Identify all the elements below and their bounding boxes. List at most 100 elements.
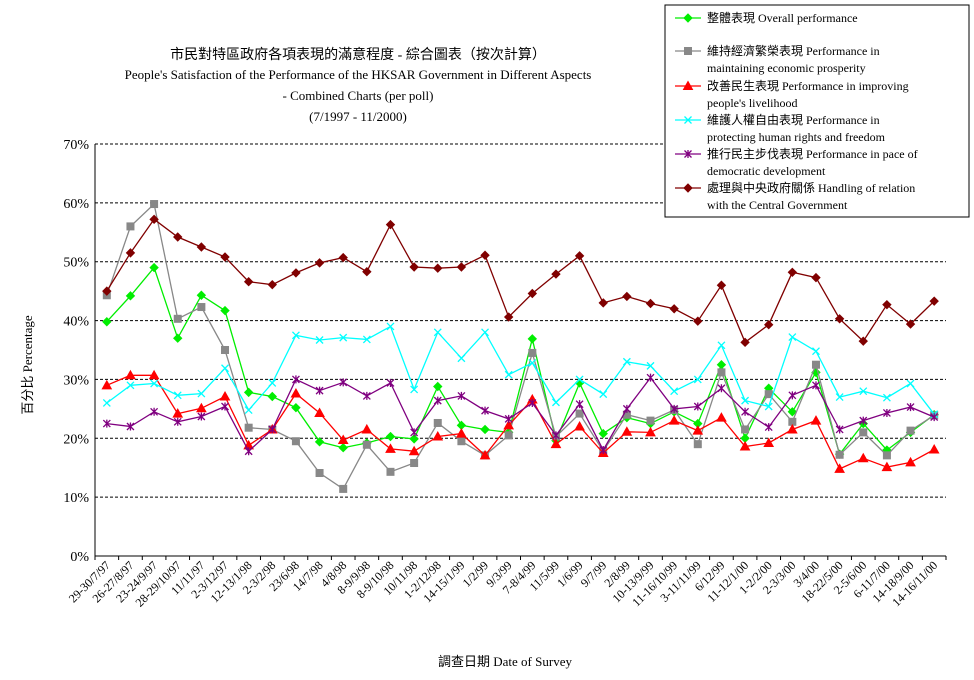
data-point [173, 314, 182, 323]
data-point [788, 391, 797, 400]
data-point [741, 396, 750, 405]
data-point [149, 262, 159, 273]
data-point [385, 431, 396, 442]
legend-label: 維護人權自由表現 Performance in [707, 112, 880, 127]
data-point [693, 440, 702, 449]
legend-label: 改善民生表現 Performance in improving [707, 78, 909, 93]
data-point [503, 312, 514, 322]
data-point [693, 316, 703, 326]
data-point [125, 248, 136, 258]
data-point [906, 379, 915, 388]
data-point [646, 416, 655, 425]
data-point [433, 418, 442, 427]
data-point [684, 116, 692, 124]
data-point [362, 267, 372, 277]
data-point [315, 336, 324, 344]
data-point [338, 252, 348, 263]
legend-item: 整體表現 Overall performance [675, 10, 858, 25]
data-point [646, 373, 655, 382]
data-point [764, 390, 773, 399]
data-point [126, 222, 135, 231]
data-point [810, 415, 822, 425]
data-point [857, 452, 869, 463]
data-point [693, 375, 702, 384]
y-tick-label: 10% [63, 491, 89, 506]
data-point [126, 381, 135, 390]
data-point [929, 296, 939, 306]
data-point [763, 437, 775, 447]
data-point [835, 450, 844, 459]
data-point [457, 437, 466, 446]
data-point [882, 451, 891, 460]
chart-title: 市民對特區政府各項表現的滿意程度 - 綜合圖表（按次計算） People's S… [125, 46, 592, 124]
data-point [599, 446, 608, 455]
data-point [268, 425, 277, 434]
data-point [683, 183, 693, 193]
data-point [291, 375, 300, 384]
data-point [503, 419, 515, 430]
legend-item: 改善民生表現 Performance in improving people's … [675, 78, 909, 110]
data-point [858, 336, 868, 346]
y-tick-label: 0% [70, 550, 89, 565]
data-point [646, 361, 655, 370]
chart-title-line-2: People's Satisfaction of the Performance… [125, 67, 592, 82]
y-tick-label: 50% [63, 256, 89, 271]
data-point [551, 269, 561, 279]
data-point [221, 402, 229, 411]
x-tick-label: 1/6/99 [554, 558, 586, 590]
data-point [741, 407, 750, 416]
data-point [457, 354, 466, 363]
data-point [221, 364, 229, 373]
y-tick-label: 30% [63, 373, 89, 388]
data-point [457, 391, 466, 400]
data-point [670, 404, 679, 413]
chart-title-line-4: (7/1997 - 11/2000) [309, 109, 407, 124]
data-point [575, 400, 584, 409]
data-point [362, 440, 371, 449]
data-point [102, 419, 111, 428]
data-point [764, 319, 774, 330]
legend-label: people's livelihood [707, 96, 797, 110]
data-point [315, 386, 324, 395]
data-point [835, 393, 844, 402]
data-point [314, 407, 325, 417]
x-axis-label: 調查日期 Date of Survey [438, 654, 572, 669]
data-point [243, 277, 254, 287]
data-point [267, 391, 277, 402]
data-point [339, 333, 348, 342]
data-point [716, 412, 727, 422]
legend-label: protecting human rights and freedom [707, 130, 886, 144]
data-point [196, 290, 207, 300]
data-point [385, 219, 396, 230]
data-point [599, 390, 608, 399]
data-point [339, 378, 348, 387]
chart-title-line-3: - Combined Charts (per poll) [283, 88, 434, 103]
data-point [717, 368, 726, 377]
data-point [716, 280, 727, 290]
data-point [291, 268, 301, 278]
data-point [314, 437, 325, 447]
data-point [669, 304, 679, 314]
data-point [528, 348, 537, 357]
data-point [197, 412, 206, 421]
data-point [882, 393, 891, 402]
data-point [645, 298, 656, 309]
data-point [905, 319, 916, 329]
data-point [574, 420, 585, 431]
data-point [433, 381, 443, 392]
data-point [835, 425, 844, 434]
data-point [337, 434, 349, 445]
data-point [859, 416, 868, 425]
series-2 [102, 200, 939, 493]
data-point [682, 80, 694, 90]
data-point [149, 214, 159, 225]
legend-label: with the Central Government [707, 198, 848, 212]
data-point [410, 459, 419, 468]
data-point [102, 286, 112, 296]
data-point [787, 407, 798, 417]
data-point [905, 456, 916, 467]
data-point [622, 291, 632, 302]
data-point [244, 423, 253, 432]
data-point [385, 443, 396, 453]
